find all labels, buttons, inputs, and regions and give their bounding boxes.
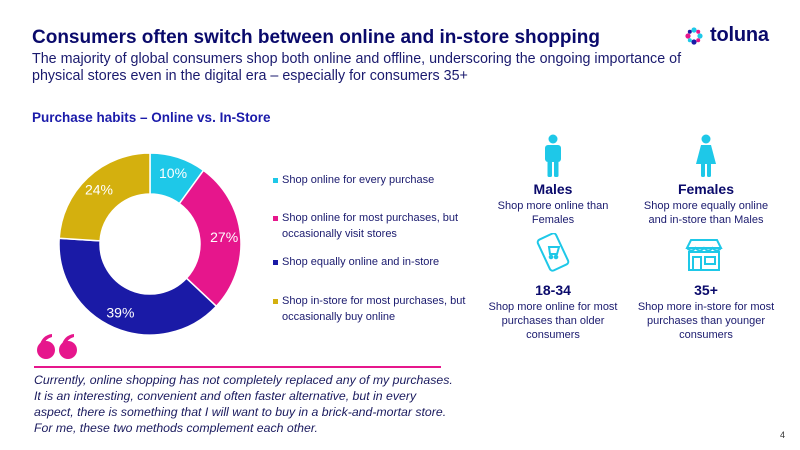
- slice-value-label: 24%: [85, 182, 113, 198]
- stat-title: 18-34: [535, 282, 571, 298]
- donut-slice: [178, 169, 242, 308]
- toluna-logo: toluna: [684, 24, 769, 47]
- asterisk-logo-icon: [685, 26, 703, 45]
- stat-35-plus: 35+ Shop more in-store for most purchase…: [631, 282, 781, 342]
- female-person-icon: [696, 134, 716, 177]
- quote-divider: [34, 366, 441, 368]
- legend-label: Shop online for every purchase: [282, 174, 435, 186]
- donut-slice: [58, 152, 151, 242]
- legend-label: Shop online for most purchases, but occa…: [282, 212, 459, 240]
- stat-18-34: 18-34 Shop more online for most purchase…: [478, 282, 628, 342]
- legend-swatch: [273, 216, 278, 221]
- stat-desc: Shop more online for most purchases than…: [488, 301, 618, 341]
- stat-females: Females Shop more equally online and in-…: [631, 181, 781, 227]
- quote-marks-icon: [37, 334, 77, 359]
- legend-label: Shop equally online and in-store: [282, 256, 440, 268]
- page-title: Consumers often switch between online an…: [32, 27, 600, 48]
- stat-title: 35+: [694, 282, 718, 298]
- mobile-shopping-icon: [536, 233, 570, 272]
- section-title: Purchase habits – Online vs. In-Store: [32, 110, 271, 125]
- logo-wordmark: toluna: [710, 24, 769, 46]
- slice-value-label: 39%: [106, 304, 134, 320]
- male-person-icon: [545, 134, 561, 177]
- slice-value-label: 10%: [159, 165, 187, 181]
- slice-value-label: 27%: [210, 229, 238, 245]
- stat-desc: Shop more in-store for most purchases th…: [637, 301, 775, 341]
- page-number: 4: [780, 430, 786, 440]
- legend-item: Shop in-store for most purchases, but oc…: [273, 294, 482, 325]
- stat-title: Males: [533, 181, 573, 197]
- stat-desc: Shop more equally online and in-store th…: [643, 200, 769, 226]
- legend-swatch: [273, 299, 278, 304]
- legend-item: Shop online for every purchase: [273, 173, 482, 189]
- stat-title: Females: [677, 181, 735, 197]
- consumer-quote: Currently, online shopping has not compl…: [34, 373, 453, 435]
- legend-label: Shop in-store for most purchases, but oc…: [282, 295, 466, 323]
- legend-swatch: [273, 260, 278, 265]
- stat-males: Males Shop more online than Females: [478, 181, 628, 227]
- legend-swatch: [273, 178, 278, 183]
- donut-slice: [58, 237, 218, 336]
- stat-desc: Shop more online than Females: [497, 200, 609, 226]
- storefront-icon: [685, 239, 723, 271]
- page-subtitle: The majority of global consumers shop bo…: [32, 51, 682, 84]
- legend-item: Shop online for most purchases, but occa…: [273, 211, 482, 242]
- legend-item: Shop equally online and in-store: [273, 255, 482, 271]
